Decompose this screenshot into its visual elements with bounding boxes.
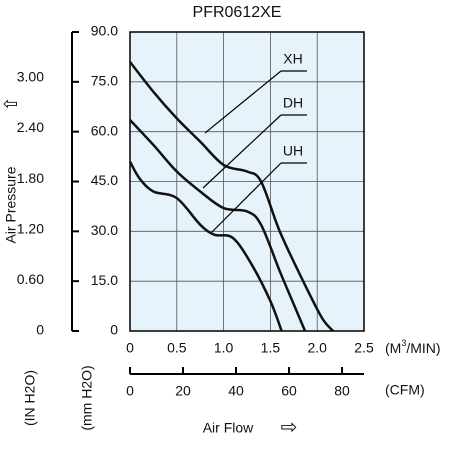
chart-title: PFR0612XE [193, 4, 282, 21]
x-axis-label: Air Flow [203, 420, 254, 436]
x2-tick-label: 20 [175, 383, 191, 399]
x-tick-label: 0 [126, 340, 134, 356]
y2-tick-label: 0 [36, 322, 44, 338]
plot-frame [129, 31, 365, 332]
x-tick-label: 0.5 [167, 340, 187, 356]
y-tick-label: 60.0 [91, 122, 118, 138]
x2-tick-label: 40 [228, 383, 244, 399]
y2-tick-label: 0.60 [17, 271, 44, 287]
y-tick-label: 30.0 [91, 222, 118, 238]
curve-label: XH [283, 51, 302, 67]
y2-tick-label: 3.00 [17, 69, 44, 85]
y2-tick-label: 1.80 [17, 170, 44, 186]
fan-curve [129, 119, 307, 332]
y-tick-label: 15.0 [91, 272, 118, 288]
x-unit: (M3/MIN) [385, 338, 441, 355]
leader-line [202, 114, 282, 189]
x-unit-a: (M [385, 340, 401, 356]
y-tick-label: 75.0 [91, 73, 118, 89]
fan-curve [129, 61, 335, 332]
curve-label: DH [283, 95, 303, 111]
fan-curve [128, 160, 283, 332]
x-tick-label: 1.0 [214, 340, 234, 356]
y-axis-label: Air Pressure [3, 166, 19, 243]
y2-unit: (IN H2O) [22, 370, 38, 426]
y-arrow: ⇧ [1, 96, 21, 111]
x2-tick-label: 60 [281, 383, 297, 399]
x-arrow: ⇨ [281, 416, 298, 438]
y-tick-label: 0 [110, 322, 118, 338]
y-tick-label: 45.0 [91, 172, 118, 188]
curve-label: UH [283, 143, 303, 159]
y2-tick-label: 1.20 [17, 220, 44, 236]
y-tick-label: 90.0 [91, 23, 118, 39]
x2-tick-label: 0 [126, 383, 134, 399]
x-unit-b: /MIN) [406, 340, 440, 356]
x2-tick-label: 80 [334, 383, 350, 399]
x-tick-label: 2.0 [307, 340, 327, 356]
y-unit: (mm H2O) [79, 365, 95, 430]
leader-line [204, 70, 282, 134]
x-tick-label: 1.5 [261, 340, 281, 356]
leader-line [211, 162, 282, 233]
y2-tick-label: 2.40 [17, 119, 44, 135]
x-tick-label: 2.5 [354, 340, 374, 356]
x-unit-sup: 3 [401, 338, 406, 348]
x2-unit: (CFM) [385, 382, 425, 398]
